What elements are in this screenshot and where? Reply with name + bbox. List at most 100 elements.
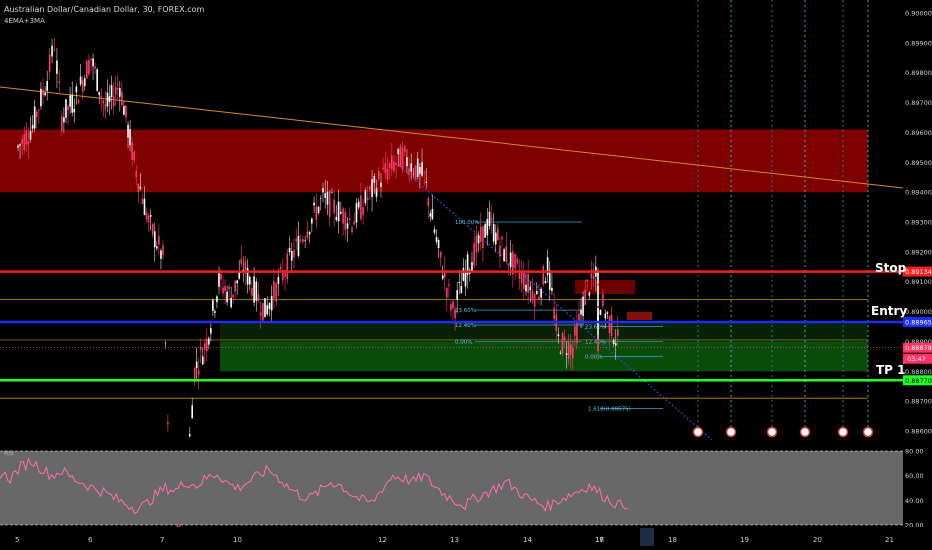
candle-body (279, 266, 282, 269)
candle-body (423, 171, 425, 173)
candle-body (79, 76, 82, 85)
candle-body (143, 198, 146, 215)
candle-body (282, 270, 284, 281)
candle-body (164, 342, 167, 344)
candle-body (580, 309, 582, 315)
candle-body (273, 281, 275, 299)
candle-body (505, 246, 508, 262)
candle-body (364, 190, 367, 204)
candle-body (597, 271, 599, 285)
candle-body (401, 148, 404, 170)
date-tick: 18 (668, 536, 677, 544)
candle-body (315, 206, 318, 221)
candle-body (565, 353, 568, 355)
candle-body (337, 201, 340, 222)
candle-body (324, 193, 327, 198)
candle-body (592, 276, 595, 279)
candle-body (206, 338, 208, 352)
tp1-annotation: TP 1 (876, 363, 906, 377)
candle-body (203, 342, 206, 350)
candle-body (21, 138, 23, 144)
candle-body (275, 283, 277, 302)
price-tick: 0.89000 (905, 308, 932, 316)
candle-body (156, 246, 158, 249)
candle-body (391, 155, 393, 170)
candle-body (234, 280, 236, 292)
candle-body (56, 60, 58, 74)
tp1-price-tag: 0.88770 (905, 377, 932, 385)
candle-body (160, 250, 162, 259)
candle-body (416, 158, 419, 178)
candle-body (348, 218, 351, 220)
candle-body (462, 268, 465, 281)
fib-label: 100.00% (455, 220, 479, 226)
price-tick: 0.89600 (905, 129, 932, 137)
candle-body (293, 250, 295, 258)
candle-body (114, 87, 117, 95)
candle-body (371, 179, 373, 198)
entry-price-tag: 0.88965 (905, 319, 932, 327)
candle-body (355, 203, 358, 223)
candle-body (162, 245, 164, 255)
event-marker (837, 426, 849, 438)
candle-body (116, 87, 119, 90)
date-tick: 6 (88, 536, 93, 544)
candle-body (224, 286, 226, 292)
countdown-tag: 03:47 (907, 355, 926, 363)
candle-body (88, 59, 90, 75)
candle-body (246, 267, 249, 285)
candle-body (304, 240, 306, 241)
candle-body (604, 313, 607, 319)
rsi-tick: 60.00 (905, 472, 924, 480)
candle-body (397, 148, 400, 155)
candle-body (492, 224, 495, 242)
stop-price-tag: 0.89134 (905, 268, 932, 276)
candle-body (450, 304, 452, 311)
candle-body (262, 302, 264, 321)
candle-body (123, 106, 125, 115)
candle-body (44, 92, 46, 96)
candle-body (617, 329, 619, 336)
candle-body (362, 206, 364, 216)
price-tick: 0.89900 (905, 39, 932, 47)
candle-body (606, 312, 609, 314)
candle-body (257, 294, 260, 301)
candle-body (382, 167, 384, 169)
candle-body (141, 198, 144, 204)
candle-body (340, 211, 342, 214)
candle-body (412, 173, 415, 175)
candle-body (53, 49, 56, 50)
candle-body (110, 85, 113, 98)
candle-body (216, 296, 218, 303)
candle-body (69, 95, 71, 107)
candle-body (104, 104, 107, 109)
rsi-label: RSI (4, 450, 14, 457)
stop-annotation: Stop (875, 261, 907, 275)
candle-body (569, 344, 572, 355)
candle-body (333, 199, 335, 214)
candle-body (466, 254, 469, 276)
candle-body (346, 223, 349, 229)
candle-body (319, 198, 322, 199)
candle-body (344, 211, 347, 230)
candle-body (542, 266, 545, 285)
candle-body (228, 286, 230, 289)
candle-body (288, 248, 291, 253)
price-tick: 0.88600 (905, 428, 932, 436)
candle-body (588, 292, 591, 296)
candle-body (33, 106, 36, 129)
candle-body (326, 191, 329, 205)
date-tick: 7 (160, 536, 164, 544)
candle-body (268, 303, 271, 310)
candle-body (563, 336, 566, 340)
candle-body (536, 291, 538, 295)
candle-body (149, 215, 152, 217)
candle-body (531, 290, 534, 301)
candle-body (188, 434, 191, 437)
candle-body (454, 309, 456, 319)
candle-body (509, 252, 512, 267)
candle-body (557, 334, 560, 337)
candle-body (574, 326, 576, 336)
candle-body (446, 287, 448, 298)
